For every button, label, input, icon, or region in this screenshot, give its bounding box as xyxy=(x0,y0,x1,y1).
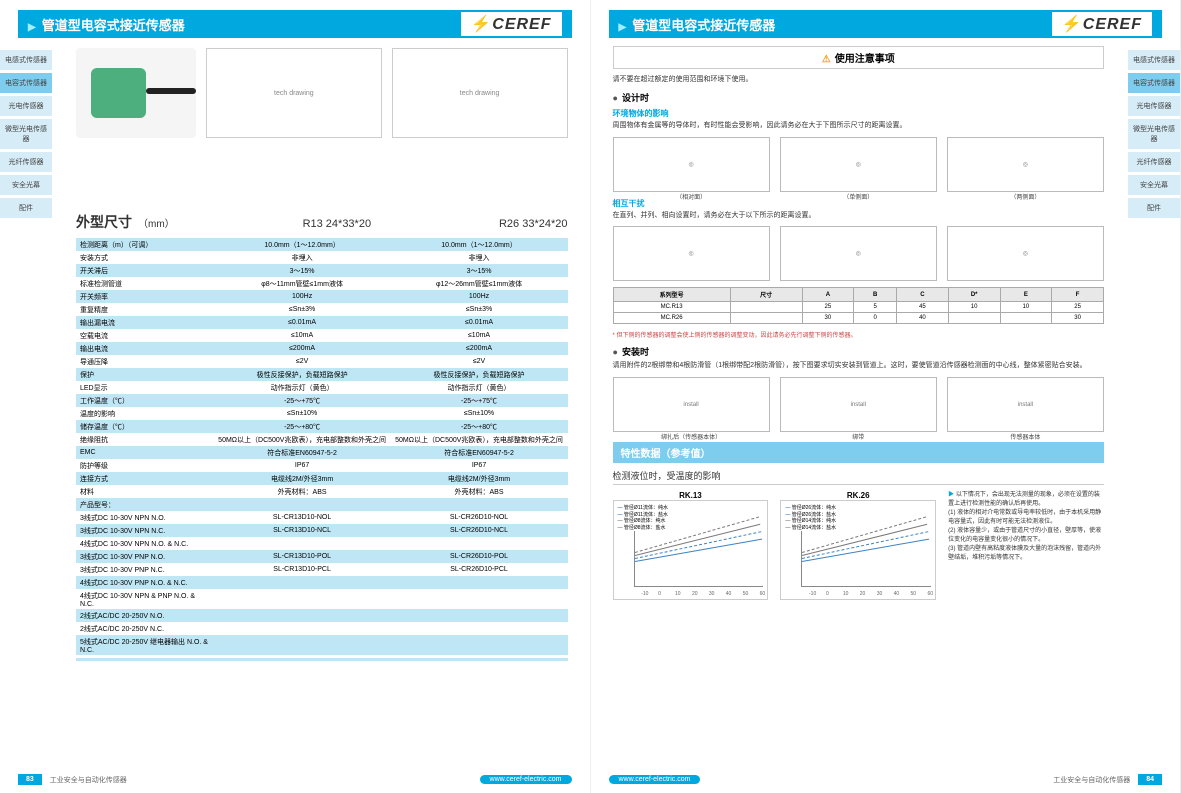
table-row: EMC符合标准EN60947-5-2符合标准EN60947-5-2 xyxy=(76,446,568,459)
table-row: 3线式DC 10-30V NPN N.C.SL-CR13D10-NCLSL-CR… xyxy=(76,524,568,537)
diagram-box: ◎ xyxy=(780,226,937,281)
sidebar-item[interactable]: 光电传感器 xyxy=(1128,96,1180,116)
sidebar-item[interactable]: 电感式传感器 xyxy=(1128,50,1180,70)
chart-rk13: 管径Ø11流体：纯水管径Ø11流体：盐水管径Ø8流体：纯水管径Ø8流体：盐水-1… xyxy=(613,500,769,600)
table-row: 导通压降≤2V≤2V xyxy=(76,355,568,368)
char-title: 特性数据（参考值） xyxy=(613,442,1105,463)
table-row: 2线式AC/DC 20-250V N.C. xyxy=(76,622,568,635)
table-row: 检测距离（m）（可调）10.0mm（1～12.0mm）10.0mm（1～12.0… xyxy=(76,238,568,251)
table-row: 工作温度（℃）-25～+75℃-25～+75℃ xyxy=(76,394,568,407)
table-row: 标准检测管道φ8～11mm管壁≤1mm液体φ12～26mm管壁≤1mm液体 xyxy=(76,277,568,290)
tech-drawing-1: tech drawing xyxy=(206,48,382,138)
spec-table: 检测距离（m）（可调）10.0mm（1～12.0mm）10.0mm（1～12.0… xyxy=(76,238,568,661)
table-row: 空载电流≤10mA≤10mA xyxy=(76,329,568,342)
section-install: 安装时 xyxy=(613,345,1105,358)
table-row: 4线式DC 10-30V NPN & PNP N.O. & N.C. xyxy=(76,589,568,609)
table-row: 4线式DC 10-30V PNP N.O. & N.C. xyxy=(76,576,568,589)
diagram-box: ◎（两侧面） xyxy=(947,137,1104,192)
table-row: MC.R263004030 xyxy=(613,313,1104,324)
table-row: 2线式AC/DC 20-250V N.O. xyxy=(76,609,568,622)
footer-right: www.ceref-electric.com 工业安全与自动化传感器 84 xyxy=(609,774,1163,785)
diagram-row-env: ◎（相对面）◎（单侧面）◎（两侧面） xyxy=(613,137,1105,192)
page-left: 管道型电容式接近传感器 CEREF 电感式传感器电容式传感器光电传感器微型光电传… xyxy=(0,0,591,793)
table-row: 保护极性反接保护，负载短路保护极性反接保护，负载短路保护 xyxy=(76,368,568,381)
sidebar-item[interactable]: 微型光电传感器 xyxy=(1128,119,1180,149)
diagram-box: ◎ xyxy=(613,226,770,281)
table-row: 防护等级IP67IP67 xyxy=(76,459,568,472)
chart-rk26: 管径Ø26流体：纯水管径Ø26流体：盐水管径Ø14流体：纯水管径Ø14流体：盐水… xyxy=(780,500,936,600)
sidebar-item[interactable]: 电感式传感器 xyxy=(0,50,52,70)
page-right: 管道型电容式接近传感器 CEREF 电感式传感器电容式传感器光电传感器微型光电传… xyxy=(591,0,1181,793)
page-title: 管道型电容式接近传感器 xyxy=(28,15,185,34)
tech-drawing-2: tech drawing xyxy=(392,48,568,138)
sidebar-right: 电感式传感器电容式传感器光电传感器微型光电传感器光纤传感器安全光幕配件 xyxy=(1128,50,1180,218)
table-row: 储存温度（℃）-25～+80℃-25～+80℃ xyxy=(76,420,568,433)
table-row: 3线式DC 10-30V PNP N.O.SL-CR13D10-POLSL-CR… xyxy=(76,550,568,563)
install-diagram: install绑扎后（传感器本体） xyxy=(613,377,770,432)
table-row: 温度的影响≤Sn±10%≤Sn±10% xyxy=(76,407,568,420)
table-row: 开关滞后3～15%3～15% xyxy=(76,264,568,277)
sidebar-item[interactable]: 安全光幕 xyxy=(0,175,52,195)
diagram-box: ◎ xyxy=(947,226,1104,281)
clearance-table: 系列型号尺寸ABCD*EFMC.R1325545101025MC.R263004… xyxy=(613,287,1105,324)
table-row xyxy=(76,658,568,661)
install-diagram: install传感器本体 xyxy=(947,377,1104,432)
sidebar-item[interactable]: 光纤传感器 xyxy=(1128,152,1180,172)
charts-row: RK.13 管径Ø11流体：纯水管径Ø11流体：盐水管径Ø8流体：纯水管径Ø8流… xyxy=(613,491,1105,600)
page-title: 管道型电容式接近传感器 xyxy=(619,15,776,34)
sidebar-item[interactable]: 光电传感器 xyxy=(0,96,52,116)
logo: CEREF xyxy=(461,12,561,36)
sidebar-item[interactable]: 安全光幕 xyxy=(1128,175,1180,195)
header: 管道型电容式接近传感器 CEREF xyxy=(18,10,572,38)
table-row: 3线式DC 10-30V PNP N.C.SL-CR13D10-PCLSL-CR… xyxy=(76,563,568,576)
table-row: 产品型号： xyxy=(76,498,568,511)
table-row: 开关频率100Hz100Hz xyxy=(76,290,568,303)
section-design: 设计时 xyxy=(613,91,1105,104)
header: 管道型电容式接近传感器 CEREF xyxy=(609,10,1163,38)
table-row: 输出漏电流≤0.01mA≤0.01mA xyxy=(76,316,568,329)
side-notes: 以下情况下，会出现无法测量的现象，必须在设置的装置上进行检测性能的确认后再使用。… xyxy=(948,491,1104,600)
diagram-row-install: install绑扎后（传感器本体） install绑带 install传感器本体 xyxy=(613,377,1105,432)
sidebar-item[interactable]: 配件 xyxy=(1128,198,1180,218)
sidebar-item[interactable]: 光纤传感器 xyxy=(0,152,52,172)
page-number: 83 xyxy=(18,774,42,785)
install-diagram: install绑带 xyxy=(780,377,937,432)
dimension-title: 外型尺寸 （mm） R13 24*33*20 R26 33*24*20 xyxy=(76,212,568,232)
table-row: 绝缘阻抗50MΩ以上（DC500V兆欧表），充电部整数和外壳之间50MΩ以上（D… xyxy=(76,433,568,446)
table-row: 5线式AC/DC 20-250V 继电器输出 N.O. & N.C. xyxy=(76,635,568,655)
diagram-box: ◎（单侧面） xyxy=(780,137,937,192)
table-row: 连接方式电缆线2M/外径3mm电缆线2M/外径3mm xyxy=(76,472,568,485)
footer-url: www.ceref-electric.com xyxy=(480,775,572,784)
table-row: MC.R1325545101025 xyxy=(613,302,1104,313)
table-row: LED显示动作指示灯（黄色）动作指示灯（黄色） xyxy=(76,381,568,394)
table-row: 材料外壳材料：ABS外壳材料：ABS xyxy=(76,485,568,498)
diagram-row-mutual: ◎◎◎ xyxy=(613,226,1105,281)
table-row: 重复精度≤Sn±3%≤Sn±3% xyxy=(76,303,568,316)
sensor-photo xyxy=(76,48,196,138)
logo: CEREF xyxy=(1052,12,1152,36)
footer-url: www.ceref-electric.com xyxy=(609,775,701,784)
table-row: 4线式DC 10-30V NPN N.O. & N.C. xyxy=(76,537,568,550)
warning-box: 使用注意事项 xyxy=(613,46,1105,69)
sidebar-left: 电感式传感器电容式传感器光电传感器微型光电传感器光纤传感器安全光幕配件 xyxy=(0,50,52,218)
sidebar-item[interactable]: 微型光电传感器 xyxy=(0,119,52,149)
table-row: 3线式DC 10-30V NPN N.O.SL-CR13D10-NOLSL-CR… xyxy=(76,511,568,524)
diagram-box: ◎（相对面） xyxy=(613,137,770,192)
sidebar-item[interactable]: 配件 xyxy=(0,198,52,218)
footer-left: 83 工业安全与自动化传感器 www.ceref-electric.com xyxy=(18,774,572,785)
table-row: 输出电流≤200mA≤200mA xyxy=(76,342,568,355)
sidebar-item[interactable]: 电容式传感器 xyxy=(0,73,52,93)
table-row: 安装方式非埋入非埋入 xyxy=(76,251,568,264)
drawings-row: tech drawing tech drawing xyxy=(76,48,568,188)
page-number: 84 xyxy=(1138,774,1162,785)
sidebar-item[interactable]: 电容式传感器 xyxy=(1128,73,1180,93)
